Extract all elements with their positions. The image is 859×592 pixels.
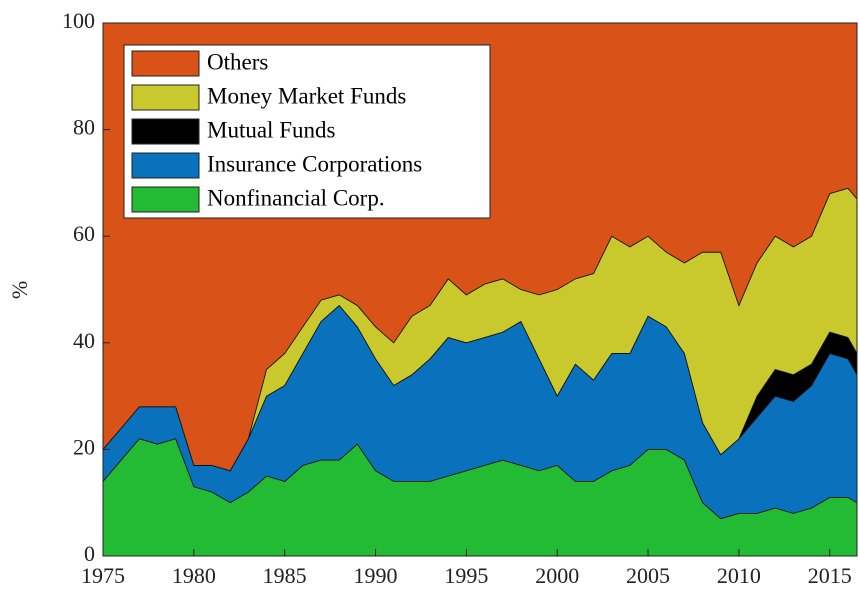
x-tick-label: 2015 xyxy=(808,563,852,588)
legend-label: Insurance Corporations xyxy=(207,151,422,176)
x-tick-label: 1990 xyxy=(354,563,398,588)
legend-swatch xyxy=(131,84,200,111)
x-tick-label: 1985 xyxy=(263,563,307,588)
legend-swatch xyxy=(131,50,200,77)
x-tick-label: 1975 xyxy=(81,563,125,588)
legend-swatch xyxy=(131,152,200,179)
legend-swatch xyxy=(131,186,200,213)
legend-label: Nonfinancial Corp. xyxy=(207,185,385,210)
x-tick-label: 2005 xyxy=(626,563,670,588)
y-tick-label: 40 xyxy=(73,328,95,353)
y-tick-label: 80 xyxy=(73,115,95,140)
x-tick-label: 1995 xyxy=(444,563,488,588)
plot-frame xyxy=(102,22,858,557)
legend: Others Money Market Funds Mutual Funds Insu… xyxy=(123,44,491,219)
y-tick-label: 60 xyxy=(73,221,95,246)
y-tick-label: 0 xyxy=(84,541,95,566)
y-axis-label: % xyxy=(7,281,32,299)
x-tick-label: 2010 xyxy=(717,563,761,588)
y-tick-label: 20 xyxy=(73,434,95,459)
legend-swatch xyxy=(131,118,200,145)
legend-label: Mutual Funds xyxy=(207,117,335,142)
y-tick-label: 100 xyxy=(62,8,95,33)
legend-label: Money Market Funds xyxy=(207,83,406,108)
legend-label: Others xyxy=(207,49,268,74)
x-tick-label: 1980 xyxy=(172,563,216,588)
x-tick-label: 2000 xyxy=(535,563,579,588)
